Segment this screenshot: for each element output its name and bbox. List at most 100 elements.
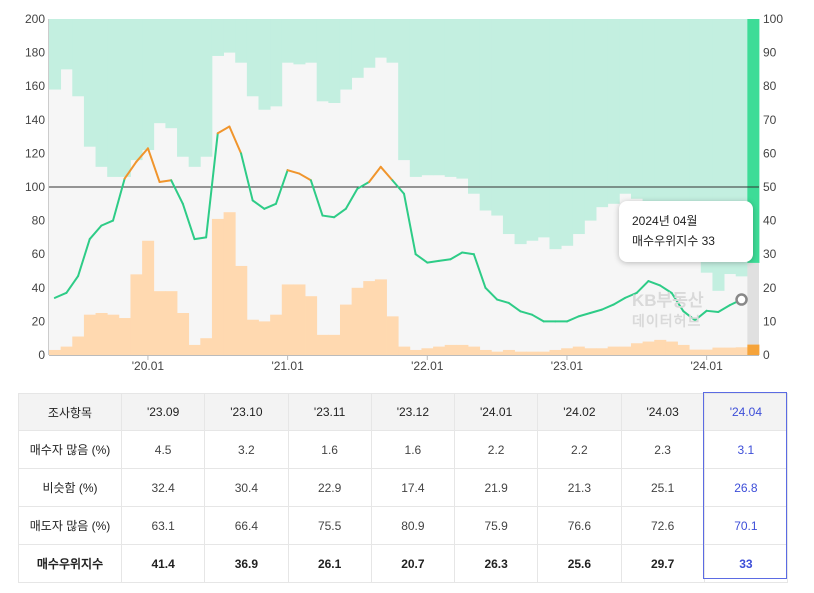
table-col-header: '24.01	[453, 393, 539, 431]
bar-sell	[386, 19, 399, 63]
left-axis-tick-label: 180	[25, 46, 45, 60]
index-line-segment	[112, 177, 126, 222]
bar-buy	[642, 341, 655, 355]
bar-buy	[72, 336, 85, 355]
chart-tooltip: 2024년 04월 매수우위지수 33	[619, 201, 753, 262]
bar-sell	[747, 19, 760, 263]
index-line-segment	[228, 125, 243, 155]
index-line-segment	[240, 152, 254, 202]
index-line-segment	[65, 275, 80, 294]
index-line-segment	[77, 238, 91, 278]
index-line-segment	[344, 187, 359, 210]
bar-sell	[107, 19, 120, 177]
table-cell: 21.3	[537, 468, 622, 507]
bar-sell	[689, 19, 702, 243]
bar-sell	[409, 19, 422, 177]
table-cell: 80.9	[370, 506, 456, 545]
bar-buy	[584, 348, 597, 355]
bar-sell	[95, 19, 108, 167]
bar-buy	[177, 313, 190, 355]
bar-buy	[665, 341, 678, 355]
bar-buy	[654, 339, 667, 355]
bar-buy	[223, 212, 236, 355]
index-line-segment	[100, 219, 115, 227]
index-line-segment	[519, 310, 534, 316]
index-line-segment	[274, 169, 289, 205]
bar-sell	[421, 19, 434, 176]
table-col-header-selected: '24.04	[703, 393, 789, 431]
table-col-header: '23.10	[204, 393, 289, 431]
bar-sell	[607, 19, 620, 204]
bar-buy	[572, 346, 585, 355]
index-line-segment	[298, 172, 312, 182]
bar-buy	[328, 334, 341, 355]
row-label: 매도자 많음 (%)	[18, 506, 122, 545]
bar-buy	[444, 344, 457, 355]
bar-sell	[72, 19, 85, 97]
table-cell: 25.6	[537, 544, 622, 583]
bar-buy	[142, 240, 155, 355]
left-axis-tick-label: 0	[38, 348, 45, 362]
index-line-segment	[321, 214, 336, 219]
index-line-segment	[216, 125, 231, 135]
bar-sell	[677, 19, 690, 232]
bar-sell	[619, 19, 632, 194]
table-cell: 2.3	[620, 430, 705, 469]
bar-sell	[328, 19, 341, 103]
right-axis-tick-label: 60	[763, 146, 777, 160]
bar-sell	[665, 19, 678, 233]
left-axis-tick-label: 60	[32, 247, 46, 261]
index-line-segment	[88, 224, 103, 241]
bar-sell	[142, 19, 155, 151]
bar-buy	[386, 316, 399, 355]
bar-buy	[724, 347, 737, 355]
table-cell: 66.4	[204, 506, 289, 545]
index-line-segment	[635, 280, 650, 294]
bar-buy	[107, 314, 120, 355]
bar-sell	[130, 19, 143, 161]
bar-buy	[293, 284, 306, 355]
table-cell-selected: 33	[703, 544, 789, 583]
bar-buy	[596, 348, 609, 355]
left-axis-tick-label: 100	[25, 180, 45, 194]
index-line-segment	[507, 301, 522, 313]
index-line-segment	[123, 160, 138, 180]
bar-buy	[468, 346, 481, 355]
bar-sell	[363, 19, 376, 68]
right-axis-tick-label: 100	[763, 12, 783, 26]
bar-sell	[49, 19, 62, 90]
bar-buy	[270, 314, 283, 355]
table-cell: 75.5	[287, 506, 372, 545]
bar-sell	[339, 19, 353, 90]
bar-buy	[153, 291, 166, 355]
bar-sell	[235, 19, 248, 63]
index-line-segment	[449, 251, 464, 261]
right-axis-tick-label: 30	[763, 247, 777, 261]
bar-sell	[258, 19, 271, 110]
bar-buy	[118, 318, 131, 355]
bar-buy	[526, 351, 539, 355]
bar-buy	[398, 346, 411, 355]
right-axis-tick-label: 40	[763, 214, 777, 228]
index-line-segment	[624, 291, 638, 299]
row-label: 매수우위지수	[18, 544, 122, 583]
bar-sell	[351, 19, 364, 78]
bar-sell	[305, 19, 318, 63]
table-row: 매수우위지수 41.4 36.9 26.1 20.7 26.3 25.6 29.…	[18, 544, 789, 583]
x-axis-tick-label: '20.01	[132, 359, 165, 373]
index-line-segment	[181, 202, 196, 241]
index-line-segment	[158, 179, 173, 183]
bar-sell	[118, 19, 131, 177]
index-line-segment	[437, 258, 452, 262]
index-line-segment	[682, 310, 696, 322]
table-col-header: '23.09	[120, 393, 206, 431]
x-axis-tick-label: '21.01	[271, 359, 304, 373]
index-line-segment	[705, 309, 720, 313]
bar-buy	[351, 287, 364, 355]
table-cell: 17.4	[370, 468, 456, 507]
index-line-segment	[368, 165, 382, 183]
right-axis-tick-label: 80	[763, 79, 777, 93]
bar-sell	[596, 19, 609, 208]
table-cell: 36.9	[204, 544, 289, 583]
table-cell: 75.9	[453, 506, 539, 545]
